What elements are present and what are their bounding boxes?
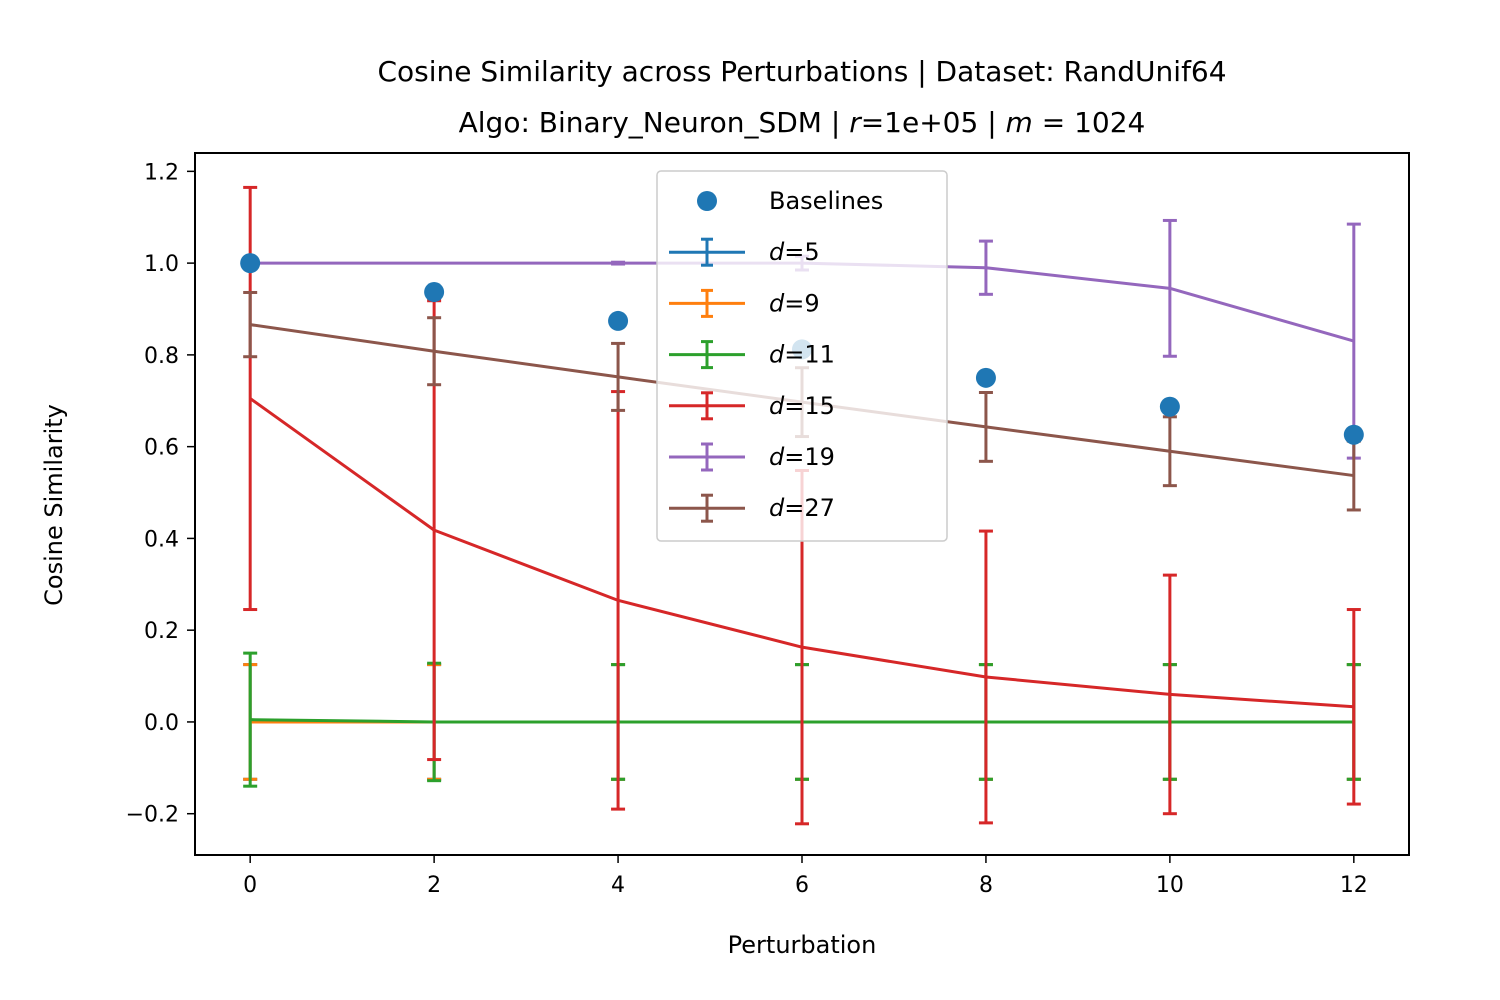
legend-label-baselines: Baselines [769,187,883,215]
y-tick-label: 0.6 [144,436,179,461]
y-tick-label: 0.2 [144,619,179,644]
x-axis-label: Perturbation [728,931,877,959]
baseline-point [608,310,629,331]
y-tick-label: 0.8 [144,344,179,369]
chart-title: Cosine Similarity across Perturbations |… [377,55,1226,139]
series-line-d-15 [249,397,1354,709]
legend-label-d-9: d=9 [769,289,820,317]
legend-label-d-11: d=11 [769,341,835,369]
baseline-point [1159,396,1180,417]
baseline-point [1343,424,1364,445]
baseline-point [240,253,261,274]
axes: 0 2 4 6 8 10 12 −0.2 0.0 0.2 0.4 0.6 0.8 1.0 1.2 [126,152,1410,898]
plot-area [240,185,1364,826]
legend: Baselines d=5 d=9 d=11 d=15 d=19 d=27 [656,170,948,542]
legend-label-d-15: d=15 [769,392,835,420]
y-axis-label: Cosine Similarity [40,404,68,606]
legend-label-d-5: d=5 [769,238,820,266]
baseline-point [424,282,445,303]
x-tick-label: 2 [427,873,441,898]
y-tick-label: 0.0 [144,711,179,736]
y-tick-label: 1.0 [144,252,179,277]
baseline-point [975,367,996,388]
x-tick-label: 6 [795,873,809,898]
legend-label-d-27: d=27 [769,494,835,522]
legend-marker-baselines [697,191,717,211]
x-tick-label: 12 [1340,873,1368,898]
legend-box [656,170,948,542]
y-tick-label: −0.2 [126,803,179,828]
legend-label-d-19: d=19 [769,443,835,471]
chart-title-line-2: Algo: Binary_Neuron_SDM | r=1e+05 | m = … [459,106,1146,139]
x-tick-label: 8 [979,873,993,898]
x-tick-label: 0 [243,873,257,898]
y-tick-label: 0.4 [144,527,179,552]
y-tick-label: 1.2 [144,160,179,185]
x-tick-label: 4 [611,873,625,898]
chart-title-line-1: Cosine Similarity across Perturbations |… [377,55,1226,88]
x-tick-label: 10 [1156,873,1184,898]
